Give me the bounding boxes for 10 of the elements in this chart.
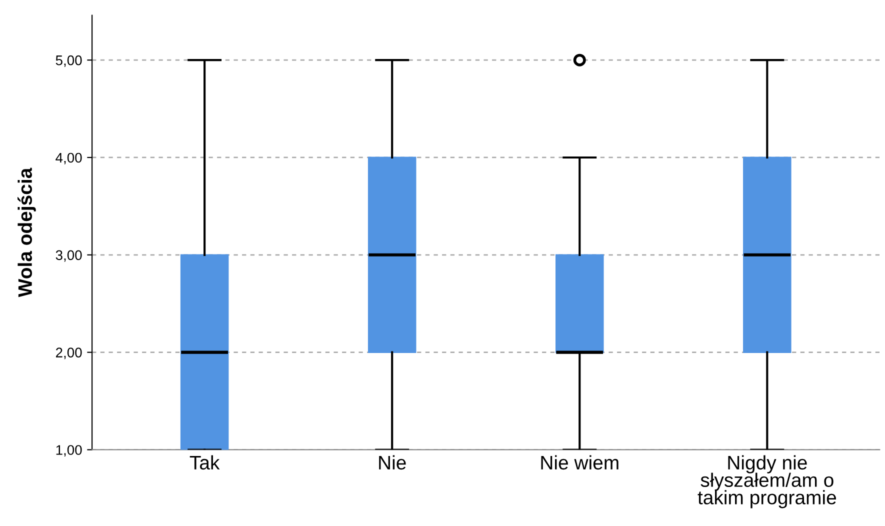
x-tick-label: Nigdy nie słyszałem/am o takim programie — [698, 455, 836, 508]
x-tick-label: Tak — [190, 455, 220, 470]
y-tick-label: 4,00 — [56, 152, 82, 164]
y-tick-label: 3,00 — [56, 250, 82, 262]
y-tick-label: 5,00 — [56, 55, 82, 67]
y-tick-label: 1,00 — [56, 445, 82, 457]
x-tick-label: Nie wiem — [541, 455, 618, 470]
y-tick-label: 2,00 — [56, 348, 82, 360]
x-tick-label: Nie — [379, 455, 406, 470]
y-axis-title: Wola odejścia — [18, 168, 36, 298]
